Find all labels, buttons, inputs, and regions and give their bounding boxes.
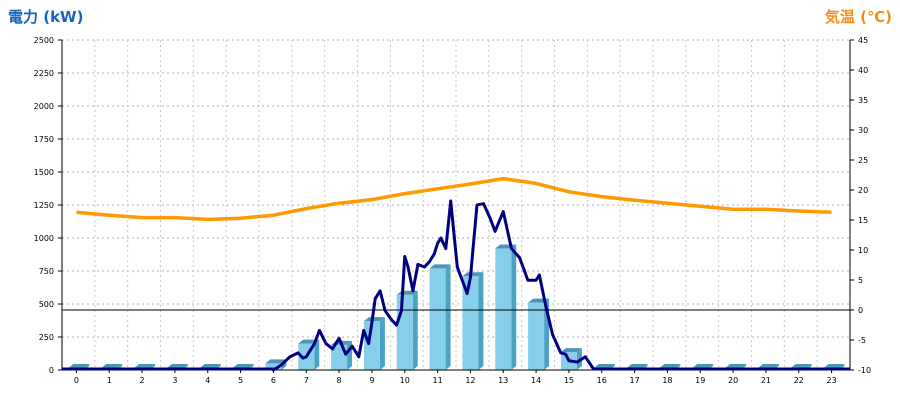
x-tick-label: 12 xyxy=(465,376,475,385)
bar-face xyxy=(265,363,282,370)
bar-face xyxy=(528,302,545,370)
right-axis-ticks: -10 -5 0 5 10 15 20 25 30 35 40 45 xyxy=(850,36,871,375)
power-bar xyxy=(462,272,484,370)
temperature-line xyxy=(76,176,832,222)
left-tick-label: 250 xyxy=(39,333,54,342)
bar-top xyxy=(265,359,287,364)
bar-side xyxy=(412,290,418,370)
power-bar xyxy=(495,244,517,370)
bar-top xyxy=(692,364,714,368)
bar-top xyxy=(68,364,90,368)
right-tick-label: -10 xyxy=(858,366,871,375)
right-axis-title: 気温 (℃) xyxy=(824,8,892,26)
bar-top xyxy=(757,364,779,368)
right-tick-label: 0 xyxy=(858,306,863,315)
bar-face xyxy=(396,294,413,370)
x-tick-label: 13 xyxy=(498,376,508,385)
power-bar xyxy=(396,290,418,370)
x-tick-label: 2 xyxy=(140,376,145,385)
grid-lines xyxy=(62,39,850,370)
power-line xyxy=(62,199,850,372)
bar-top xyxy=(101,364,123,368)
bar-face xyxy=(429,268,446,370)
bar-top xyxy=(363,317,385,322)
left-axis-ticks: 0 250 500 750 1000 1250 1500 1750 2000 2250 2500 xyxy=(34,36,62,375)
bar-top xyxy=(823,364,845,368)
x-axis-ticks: 0 1 2 3 4 5 6 7 8 9 10 11 12 13 14 15 16 17 18 19 20 21 22 23 xyxy=(74,370,837,385)
left-tick-label: 1500 xyxy=(34,168,54,177)
left-tick-label: 1250 xyxy=(34,201,54,210)
right-tick-label: 35 xyxy=(858,96,868,105)
bar-top xyxy=(593,364,615,368)
x-tick-label: 17 xyxy=(629,376,639,385)
bar-face xyxy=(462,276,479,370)
power-bar xyxy=(363,317,385,370)
power-bar xyxy=(429,264,451,370)
bar-face xyxy=(495,248,512,370)
right-tick-label: 15 xyxy=(858,216,868,225)
left-tick-label: 0 xyxy=(49,366,54,375)
bar-top xyxy=(462,272,484,277)
right-tick-label: 5 xyxy=(858,276,863,285)
bar-side xyxy=(478,272,484,370)
bar-side xyxy=(314,339,320,370)
x-tick-label: 1 xyxy=(107,376,112,385)
power-bar xyxy=(560,348,582,370)
chart-lines xyxy=(62,176,850,372)
right-tick-label: 20 xyxy=(858,186,868,195)
bar-top xyxy=(232,364,254,368)
right-tick-label: -5 xyxy=(858,336,866,345)
bar-top xyxy=(725,364,747,368)
left-axis-title: 電力 (kW) xyxy=(8,8,84,26)
right-tick-label: 45 xyxy=(858,36,868,45)
right-tick-label: 10 xyxy=(858,246,868,255)
left-tick-label: 2250 xyxy=(34,69,54,78)
x-tick-label: 0 xyxy=(74,376,79,385)
x-tick-label: 6 xyxy=(271,376,276,385)
bar-top xyxy=(134,364,156,368)
x-tick-label: 11 xyxy=(432,376,442,385)
left-tick-label: 1000 xyxy=(34,234,54,243)
x-tick-label: 19 xyxy=(695,376,705,385)
bar-top xyxy=(166,364,188,368)
right-tick-label: 25 xyxy=(858,156,868,165)
x-tick-label: 16 xyxy=(597,376,607,385)
bar-side xyxy=(445,264,451,370)
x-tick-label: 8 xyxy=(337,376,342,385)
x-tick-label: 20 xyxy=(728,376,738,385)
left-tick-label: 500 xyxy=(39,300,54,309)
bar-top xyxy=(626,364,648,368)
left-tick-label: 2500 xyxy=(34,36,54,45)
bar-top xyxy=(199,364,221,368)
left-tick-label: 2000 xyxy=(34,102,54,111)
bar-top xyxy=(659,364,681,368)
bar-side xyxy=(379,317,385,370)
bar-top xyxy=(560,348,582,353)
x-tick-label: 4 xyxy=(205,376,210,385)
left-tick-label: 750 xyxy=(39,267,54,276)
x-tick-label: 15 xyxy=(564,376,574,385)
x-tick-label: 14 xyxy=(531,376,541,385)
x-tick-label: 9 xyxy=(369,376,374,385)
x-tick-label: 5 xyxy=(238,376,243,385)
x-tick-label: 21 xyxy=(761,376,771,385)
bar-face xyxy=(363,321,380,370)
x-tick-label: 18 xyxy=(662,376,672,385)
x-tick-label: 22 xyxy=(794,376,804,385)
left-tick-label: 1750 xyxy=(34,135,54,144)
right-tick-label: 40 xyxy=(858,66,868,75)
bar-top xyxy=(429,264,451,269)
right-tick-label: 30 xyxy=(858,126,868,135)
x-tick-label: 23 xyxy=(826,376,836,385)
x-tick-label: 3 xyxy=(172,376,177,385)
bar-side xyxy=(511,244,517,370)
bar-top xyxy=(790,364,812,368)
x-tick-label: 7 xyxy=(304,376,309,385)
x-tick-label: 10 xyxy=(400,376,410,385)
